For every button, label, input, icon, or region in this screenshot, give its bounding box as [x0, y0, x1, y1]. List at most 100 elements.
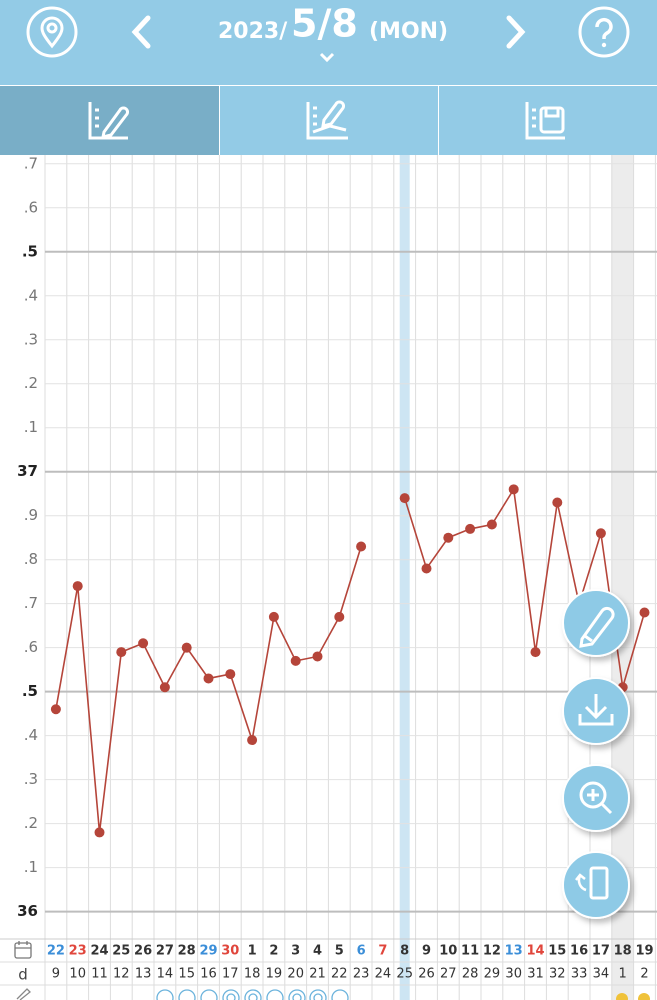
note-icon	[16, 988, 31, 1000]
y-tick-label: .3	[24, 330, 38, 348]
help-button[interactable]	[578, 6, 630, 58]
record-temperature-button[interactable]	[562, 589, 630, 657]
cycle-day: 29	[484, 967, 501, 982]
cycle-day: 17	[222, 967, 239, 982]
date-label: 26	[134, 944, 152, 959]
cycle-day: 12	[113, 967, 130, 982]
temperature-point	[203, 673, 214, 684]
y-tick-label: .5	[22, 682, 38, 700]
cycle-day: 20	[287, 967, 304, 982]
y-tick-label: .8	[24, 550, 38, 568]
date-label: 25	[112, 944, 130, 959]
selected-column	[399, 155, 410, 1000]
cycle-day: 11	[91, 967, 108, 982]
prev-day-button[interactable]	[131, 15, 151, 49]
cycle-day: 33	[571, 967, 588, 982]
y-tick-label: 37	[17, 462, 38, 480]
y-tick-label: .2	[24, 814, 38, 832]
cycle-day: 21	[309, 967, 326, 982]
chart: 36.1.2.3.4.5.6.7.8.937.1.2.3.4.5.6.7	[17, 154, 657, 1000]
y-tick-label: .1	[24, 418, 38, 436]
next-day-button[interactable]	[506, 15, 526, 49]
header-weekday: (MON)	[369, 19, 448, 44]
temperature-point	[552, 497, 563, 508]
header-date[interactable]: 5/8	[291, 2, 358, 46]
date-label: 18	[614, 944, 632, 959]
date-label: 7	[378, 944, 387, 959]
cycle-day: 30	[505, 967, 522, 982]
tab-icons	[88, 100, 565, 140]
y-tick-label: .6	[24, 198, 38, 216]
temperature-point	[116, 647, 127, 658]
temperature-point	[72, 581, 83, 592]
date-label: 24	[90, 944, 108, 959]
temperature-point	[356, 541, 367, 552]
date-label: 10	[439, 944, 457, 959]
cycle-day: 10	[69, 967, 86, 982]
y-tick-label: .2	[24, 374, 38, 392]
tab[interactable]	[220, 86, 438, 155]
temperature-point	[530, 647, 541, 658]
y-tick-label: .4	[24, 286, 38, 304]
cycle-day: 16	[200, 967, 217, 982]
date-label: 3	[291, 944, 300, 959]
y-tick-label: .7	[24, 154, 38, 172]
y-tick-label: 36	[17, 902, 38, 920]
date-label: 14	[526, 944, 544, 959]
temperature-point	[639, 607, 650, 618]
cycle-day: 31	[527, 967, 544, 982]
temperature-point	[508, 484, 519, 495]
temperature-point	[334, 611, 345, 622]
cycle-day: 18	[244, 967, 261, 982]
cycle-day: 28	[462, 967, 479, 982]
download-button[interactable]	[562, 677, 630, 745]
temperature-point	[465, 523, 476, 534]
date-label: 17	[592, 944, 610, 959]
location-button[interactable]	[26, 6, 78, 58]
header-year: 2023/	[218, 19, 288, 44]
cycle-day: 26	[418, 967, 435, 982]
date-label: 15	[548, 944, 566, 959]
cycle-day: 34	[593, 967, 610, 982]
date-label: 19	[635, 944, 653, 959]
y-tick-label: .3	[24, 770, 38, 788]
temperature-point	[595, 528, 606, 539]
date-label: 30	[221, 944, 239, 959]
rotate-button[interactable]	[562, 851, 630, 919]
date-label: 5	[335, 944, 344, 959]
zoom-button[interactable]	[562, 764, 630, 832]
date-label: 8	[400, 944, 409, 959]
cycle-day: 19	[266, 967, 283, 982]
date-label: 11	[461, 944, 479, 959]
temperature-point	[399, 493, 410, 504]
temperature-point	[94, 827, 105, 838]
cycle-day: 24	[375, 967, 392, 982]
temperature-point	[268, 611, 279, 622]
temperature-point	[247, 735, 258, 746]
tab-active[interactable]	[0, 86, 219, 155]
y-tick-label: .9	[24, 506, 38, 524]
date-label: 12	[483, 944, 501, 959]
date-label: 28	[178, 944, 196, 959]
temperature-point	[486, 519, 497, 530]
cycle-day-label: d	[18, 966, 28, 984]
date-label: 29	[199, 944, 217, 959]
calendar-icon	[14, 941, 32, 959]
date-label: 1	[248, 944, 257, 959]
temperature-point	[290, 655, 301, 666]
moon-icons	[616, 993, 650, 1000]
temperature-point	[443, 532, 454, 543]
tab[interactable]	[439, 86, 657, 155]
temperature-point	[159, 682, 170, 693]
cycle-day: 25	[396, 967, 413, 982]
temperature-point	[421, 563, 432, 574]
date-dropdown[interactable]	[319, 52, 335, 63]
cycle-day: 2	[640, 967, 648, 982]
cycle-day: 9	[52, 967, 60, 982]
date-label: 22	[47, 944, 65, 959]
date-label: 13	[505, 944, 523, 959]
cycle-day: 32	[549, 967, 566, 982]
